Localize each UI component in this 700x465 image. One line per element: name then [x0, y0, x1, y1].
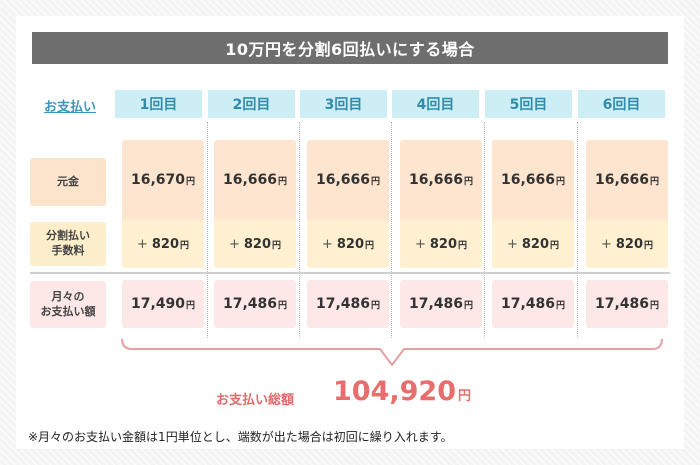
- yen-unit: 円: [556, 300, 566, 311]
- summation-brace: [121, 338, 663, 366]
- yen-unit: 円: [278, 176, 288, 187]
- column-separator: [299, 122, 300, 338]
- yen-unit: 円: [556, 176, 566, 187]
- fee-value: 820: [429, 236, 458, 252]
- plus-sign: +: [136, 236, 148, 252]
- column-separator: [577, 122, 578, 338]
- principal-cell-5: 16,666 円: [492, 140, 574, 220]
- fee-cell-1: +820 円: [122, 220, 204, 268]
- yen-unit: 円: [457, 389, 471, 404]
- fee-cell-6: +820 円: [586, 220, 668, 268]
- footnote: ※月々のお支払い金額は1円単位とし、端数が出た場合は初回に繰り入れます。: [28, 430, 453, 444]
- yen-unit: 円: [365, 240, 375, 251]
- diagram-title: 10万円を分割6回払いにする場合: [32, 32, 668, 64]
- yen-unit: 円: [464, 300, 474, 311]
- column-header-2: 2回目: [208, 90, 295, 118]
- fee-value: 820: [336, 236, 365, 252]
- yen-unit: 円: [186, 176, 196, 187]
- row-label-monthly-line2: お支払い額: [40, 304, 96, 318]
- column-header-3: 3回目: [300, 90, 387, 118]
- principal-value: 16,666: [500, 172, 555, 188]
- principal-cell-2: 16,666 円: [214, 140, 296, 220]
- monthly-cell-3: 17,486 円: [307, 280, 389, 328]
- fee-value: 820: [151, 236, 180, 252]
- column-header-6: 6回目: [578, 90, 665, 118]
- monthly-cell-5: 17,486 円: [492, 280, 574, 328]
- monthly-cell-4: 17,486 円: [400, 280, 482, 328]
- fee-cell-5: +820 円: [492, 220, 574, 268]
- monthly-value: 17,486: [315, 296, 370, 312]
- yen-unit: 円: [278, 300, 288, 311]
- principal-cell-3: 16,666 円: [307, 140, 389, 220]
- row-divider: [30, 272, 670, 274]
- row-label-principal-text: 元金: [57, 174, 79, 188]
- yen-unit: 円: [371, 176, 381, 187]
- column-header-1: 1回目: [115, 90, 202, 118]
- monthly-cell-2: 17,486 円: [214, 280, 296, 328]
- monthly-cell-1: 17,490 円: [122, 280, 204, 328]
- monthly-value: 17,486: [500, 296, 555, 312]
- plus-sign: +: [228, 236, 240, 252]
- row-label-monthly-line1: 月々の: [51, 289, 85, 303]
- fee-value: 820: [243, 236, 272, 252]
- principal-cell-4: 16,666 円: [400, 140, 482, 220]
- principal-value: 16,666: [408, 172, 463, 188]
- total-amount: 104,920 円: [333, 376, 471, 407]
- column-separator: [391, 122, 392, 338]
- yen-unit: 円: [464, 176, 474, 187]
- monthly-value: 17,486: [408, 296, 463, 312]
- column-separator: [484, 122, 485, 338]
- monthly-cell-6: 17,486 円: [586, 280, 668, 328]
- monthly-value: 17,486: [594, 296, 649, 312]
- fee-value: 820: [521, 236, 550, 252]
- principal-cell-6: 16,666 円: [586, 140, 668, 220]
- plus-sign: +: [600, 236, 612, 252]
- total-label: お支払い総額: [216, 393, 295, 408]
- yen-unit: 円: [371, 300, 381, 311]
- principal-cell-1: 16,670 円: [122, 140, 204, 220]
- payment-label: お支払い: [43, 99, 96, 115]
- yen-unit: 円: [644, 240, 654, 251]
- yen-unit: 円: [550, 240, 560, 251]
- column-header-4: 4回目: [392, 90, 479, 118]
- principal-value: 16,666: [594, 172, 649, 188]
- plus-sign: +: [414, 236, 426, 252]
- yen-unit: 円: [650, 176, 660, 187]
- yen-unit: 円: [180, 240, 190, 251]
- plus-sign: +: [321, 236, 333, 252]
- principal-value: 16,670: [130, 172, 185, 188]
- monthly-value: 17,490: [130, 296, 185, 312]
- row-label-fee-line2: 手数料: [51, 244, 85, 257]
- row-label-monthly: 月々の お支払い額: [30, 281, 106, 328]
- yen-unit: 円: [650, 300, 660, 311]
- yen-unit: 円: [272, 240, 282, 251]
- yen-unit: 円: [458, 240, 468, 251]
- plus-sign: +: [506, 236, 518, 252]
- total-value: 104,920: [333, 376, 456, 407]
- monthly-value: 17,486: [222, 296, 277, 312]
- yen-unit: 円: [186, 300, 196, 311]
- row-label-principal: 元金: [30, 158, 106, 206]
- row-label-fee-line1: 分割払い: [46, 229, 90, 243]
- fee-value: 820: [615, 236, 644, 252]
- column-header-5: 5回目: [485, 90, 572, 118]
- column-separator: [207, 122, 208, 338]
- principal-value: 16,666: [222, 172, 277, 188]
- row-label-fee: 分割払い 手数料: [30, 222, 106, 266]
- fee-cell-4: +820 円: [400, 220, 482, 268]
- fee-cell-3: +820 円: [307, 220, 389, 268]
- principal-value: 16,666: [315, 172, 370, 188]
- fee-cell-2: +820 円: [214, 220, 296, 268]
